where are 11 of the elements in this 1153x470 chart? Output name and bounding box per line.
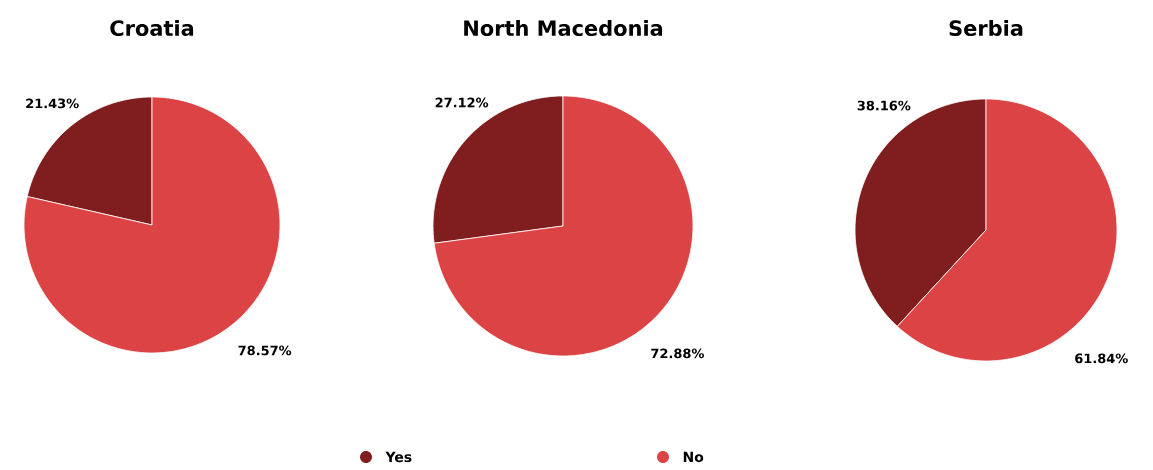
legend-label: No <box>683 451 704 463</box>
data-label: 38.16% <box>857 100 911 111</box>
data-label: 78.57% <box>238 345 292 356</box>
data-label: 61.84% <box>1075 353 1128 364</box>
chart-title: Croatia <box>110 19 194 37</box>
data-label: 27.12% <box>435 97 489 108</box>
chart-title: North Macedonia <box>464 19 663 37</box>
chart-title: Serbia <box>949 19 1023 37</box>
legend-label: Yes <box>385 451 412 463</box>
data-label: 21.43% <box>26 98 79 109</box>
data-label: 72.88% <box>651 348 704 359</box>
